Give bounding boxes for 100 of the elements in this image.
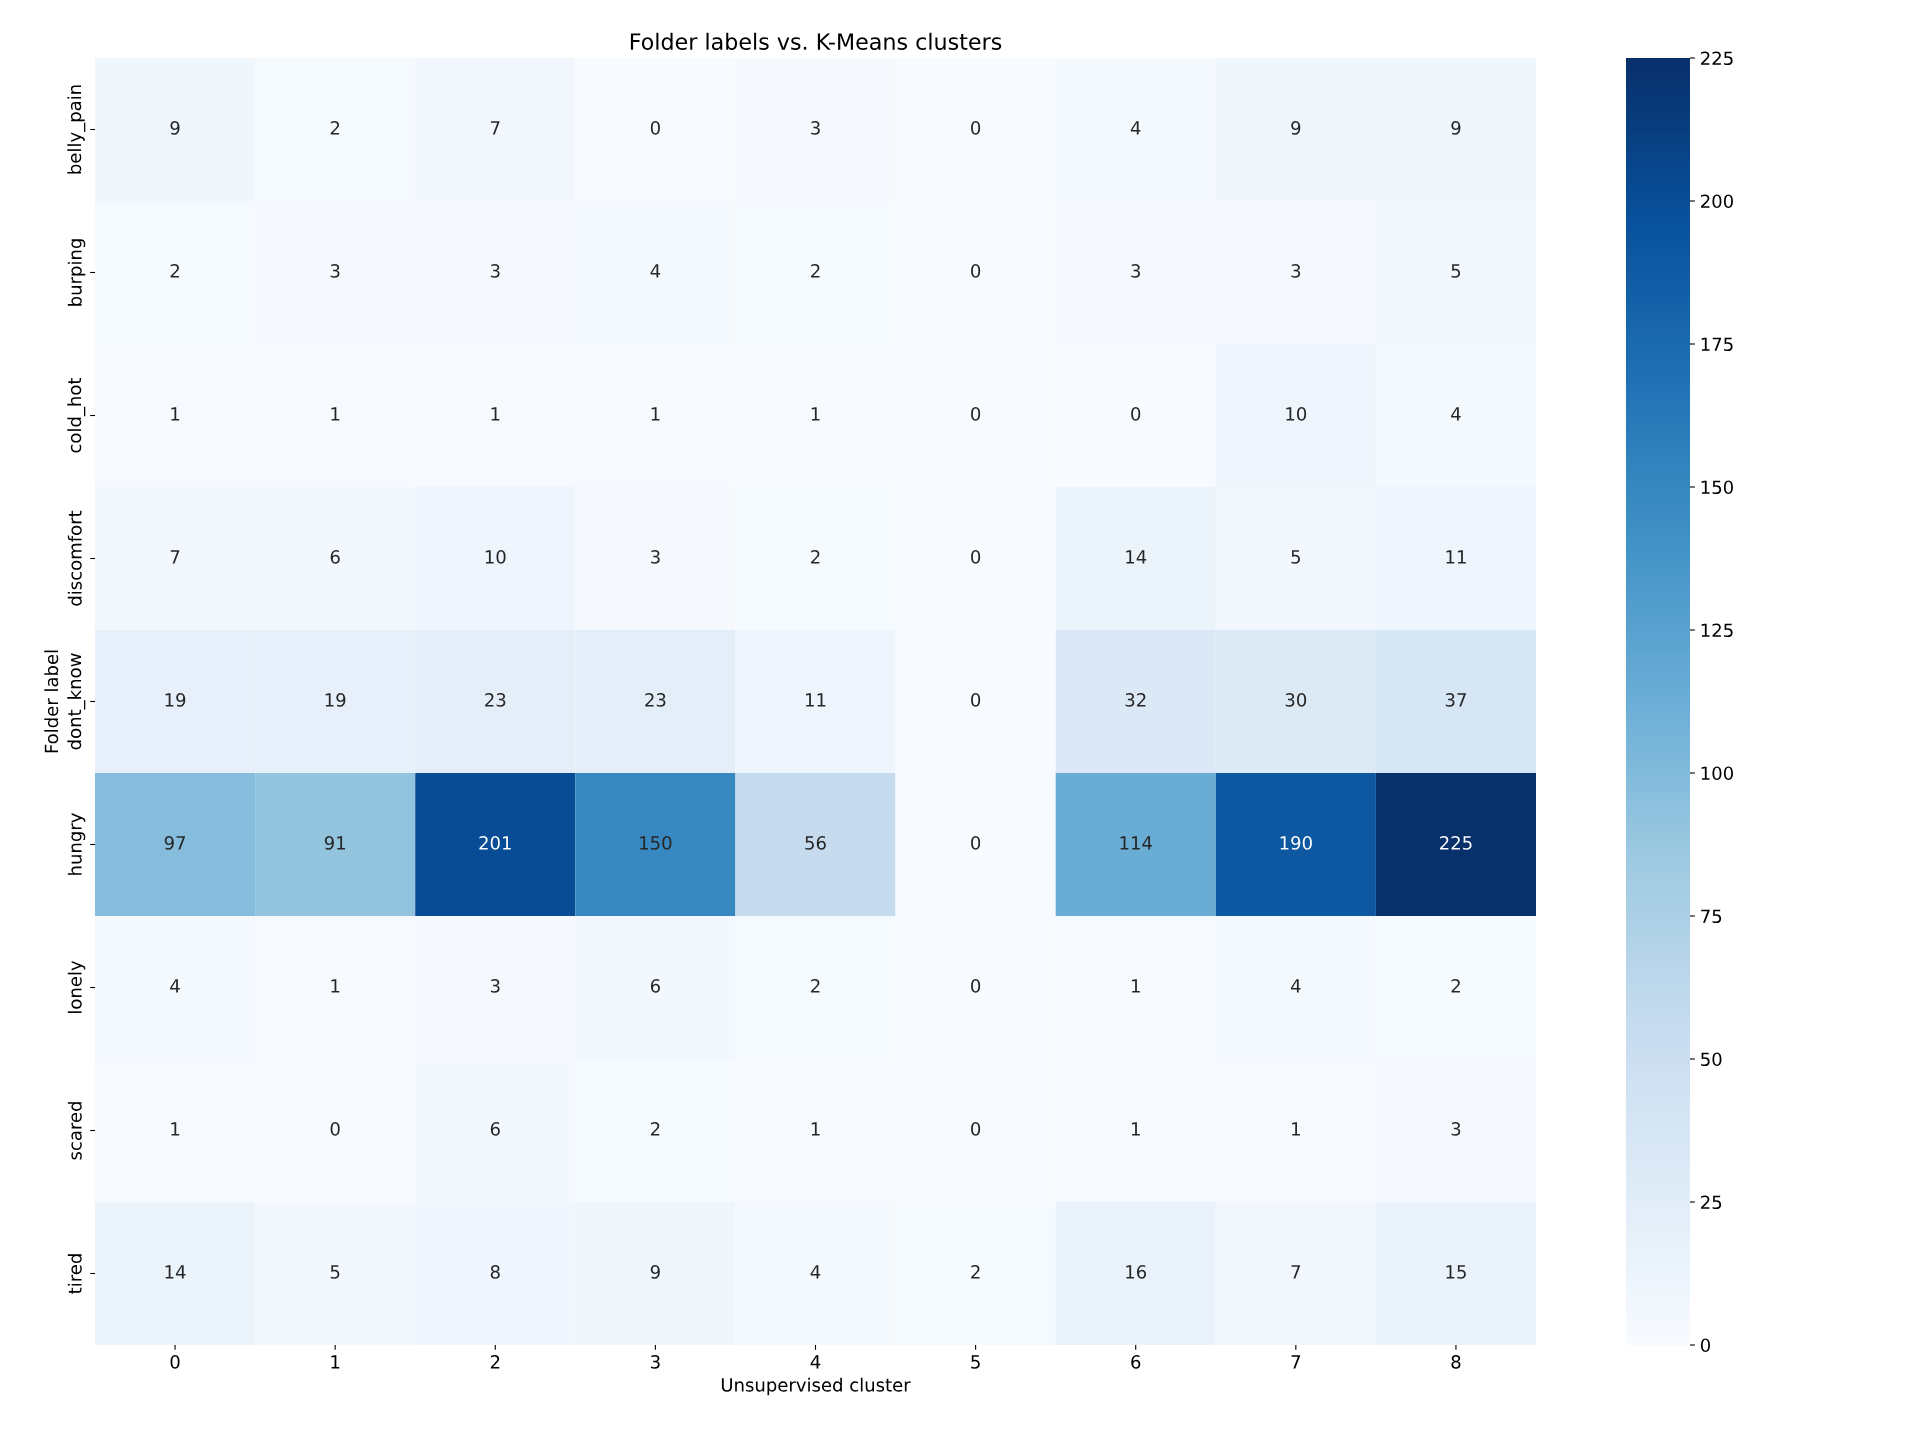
- data-label: 9: [1291, 121, 1301, 135]
- data-label: 7: [170, 550, 180, 564]
- data-label: 1: [1131, 1122, 1140, 1136]
- data-label: 0: [971, 1122, 981, 1136]
- data-label: 3: [651, 550, 660, 564]
- data-label: 97: [164, 836, 185, 850]
- data-label: 0: [971, 550, 981, 564]
- data-label: 2: [811, 550, 820, 564]
- color-bar-label: 150: [1701, 480, 1733, 495]
- data-label: 23: [485, 693, 506, 707]
- data-label: 0: [971, 407, 981, 421]
- data-label: 19: [325, 693, 346, 707]
- data-label: 201: [479, 836, 511, 850]
- data-label: 1: [171, 1122, 180, 1136]
- data-label: 5: [1451, 264, 1461, 278]
- y-tick-label: scared: [67, 1102, 82, 1160]
- color-bar-label: 200: [1701, 194, 1733, 209]
- data-label: 5: [1291, 550, 1300, 564]
- data-label: 1: [331, 979, 340, 993]
- data-label: 0: [1131, 407, 1141, 421]
- data-label: 14: [165, 1265, 186, 1279]
- data-label: 3: [1291, 264, 1301, 278]
- data-label: 4: [1451, 407, 1461, 421]
- data-label: 150: [640, 836, 672, 850]
- data-label: 7: [1291, 1265, 1301, 1279]
- data-label: 16: [1126, 1265, 1147, 1279]
- data-label: 3: [490, 264, 500, 278]
- data-label: 11: [806, 693, 826, 707]
- data-label: 10: [485, 550, 506, 564]
- data-label: 4: [1290, 979, 1301, 993]
- color-bar-label: 100: [1701, 766, 1733, 781]
- data-label: 2: [330, 121, 340, 135]
- data-label: 2: [1451, 979, 1460, 993]
- chart-title: Folder labels vs. K-Means clusters: [630, 32, 1002, 50]
- data-label: 32: [1125, 693, 1146, 707]
- data-label: 114: [1120, 836, 1152, 850]
- data-label: 3: [490, 979, 500, 993]
- data-label: 1: [171, 407, 180, 421]
- color-bar-label: 225: [1701, 51, 1733, 66]
- data-label: 9: [170, 121, 180, 135]
- data-label: 0: [330, 1122, 340, 1136]
- data-label: 1: [811, 407, 820, 421]
- y-tick-label: cold_hot: [67, 377, 86, 453]
- data-label: 1: [651, 407, 660, 421]
- y-tick-label: hungry: [67, 813, 86, 875]
- data-label: 0: [971, 836, 981, 850]
- data-label: 9: [650, 1265, 660, 1279]
- data-label: 9: [1451, 121, 1461, 135]
- data-label: 1: [1131, 979, 1140, 993]
- x-tick-label: 8: [1451, 1355, 1461, 1369]
- y-axis-title: Folder label: [44, 650, 59, 753]
- x-tick-label: 1: [331, 1355, 340, 1369]
- x-axis-title: Unsupervised cluster: [721, 1377, 911, 1396]
- data-label: 2: [971, 1265, 980, 1279]
- data-label: 1: [491, 407, 500, 421]
- data-label: 5: [330, 1265, 340, 1279]
- data-label: 2: [811, 264, 820, 278]
- data-label: 4: [170, 979, 180, 993]
- data-label: 4: [650, 264, 661, 278]
- data-label: 4: [1130, 121, 1141, 135]
- data-label: 0: [971, 979, 981, 993]
- data-label: 8: [490, 1265, 500, 1279]
- y-tick-label: dont_know: [67, 653, 86, 750]
- data-label: 56: [805, 836, 826, 850]
- data-label: 11: [1446, 550, 1466, 564]
- data-label: 2: [170, 264, 179, 278]
- data-label: 14: [1126, 550, 1147, 564]
- data-label: 0: [971, 121, 981, 135]
- y-tick-label: belly_pain: [67, 85, 86, 174]
- data-label: 0: [650, 121, 660, 135]
- x-tick-label: 3: [651, 1355, 660, 1369]
- data-label: 0: [971, 693, 981, 707]
- data-label: 2: [811, 979, 820, 993]
- x-tick-label: 2: [490, 1355, 500, 1369]
- color-bar-label: 0: [1700, 1338, 1711, 1353]
- data-label: 19: [165, 693, 186, 707]
- data-label: 23: [645, 693, 666, 707]
- data-label: 3: [1131, 264, 1141, 278]
- data-label: 225: [1440, 836, 1472, 850]
- data-label: 1: [1292, 1122, 1300, 1136]
- data-label: 6: [490, 1122, 500, 1136]
- data-label: 2: [650, 1122, 660, 1136]
- x-tick-label: 5: [971, 1355, 980, 1369]
- color-bar-label: 125: [1701, 623, 1733, 638]
- data-label: 6: [650, 979, 660, 993]
- color-bar-label: 50: [1701, 1052, 1722, 1067]
- color-bar-label: 75: [1701, 909, 1722, 924]
- y-tick-label: burping: [67, 239, 86, 306]
- data-label: 91: [324, 836, 345, 850]
- data-label: 10: [1286, 407, 1307, 421]
- data-label: 190: [1280, 836, 1312, 850]
- data-label: 3: [811, 121, 820, 135]
- data-label: 3: [1451, 1122, 1461, 1136]
- data-label: 37: [1445, 693, 1466, 707]
- y-tick-label: tired: [67, 1254, 82, 1294]
- x-tick-label: 0: [170, 1355, 180, 1369]
- data-label: 3: [330, 264, 340, 278]
- data-label: 1: [811, 1122, 820, 1136]
- data-label: 1: [331, 407, 340, 421]
- y-tick-label: lonely: [67, 960, 86, 1013]
